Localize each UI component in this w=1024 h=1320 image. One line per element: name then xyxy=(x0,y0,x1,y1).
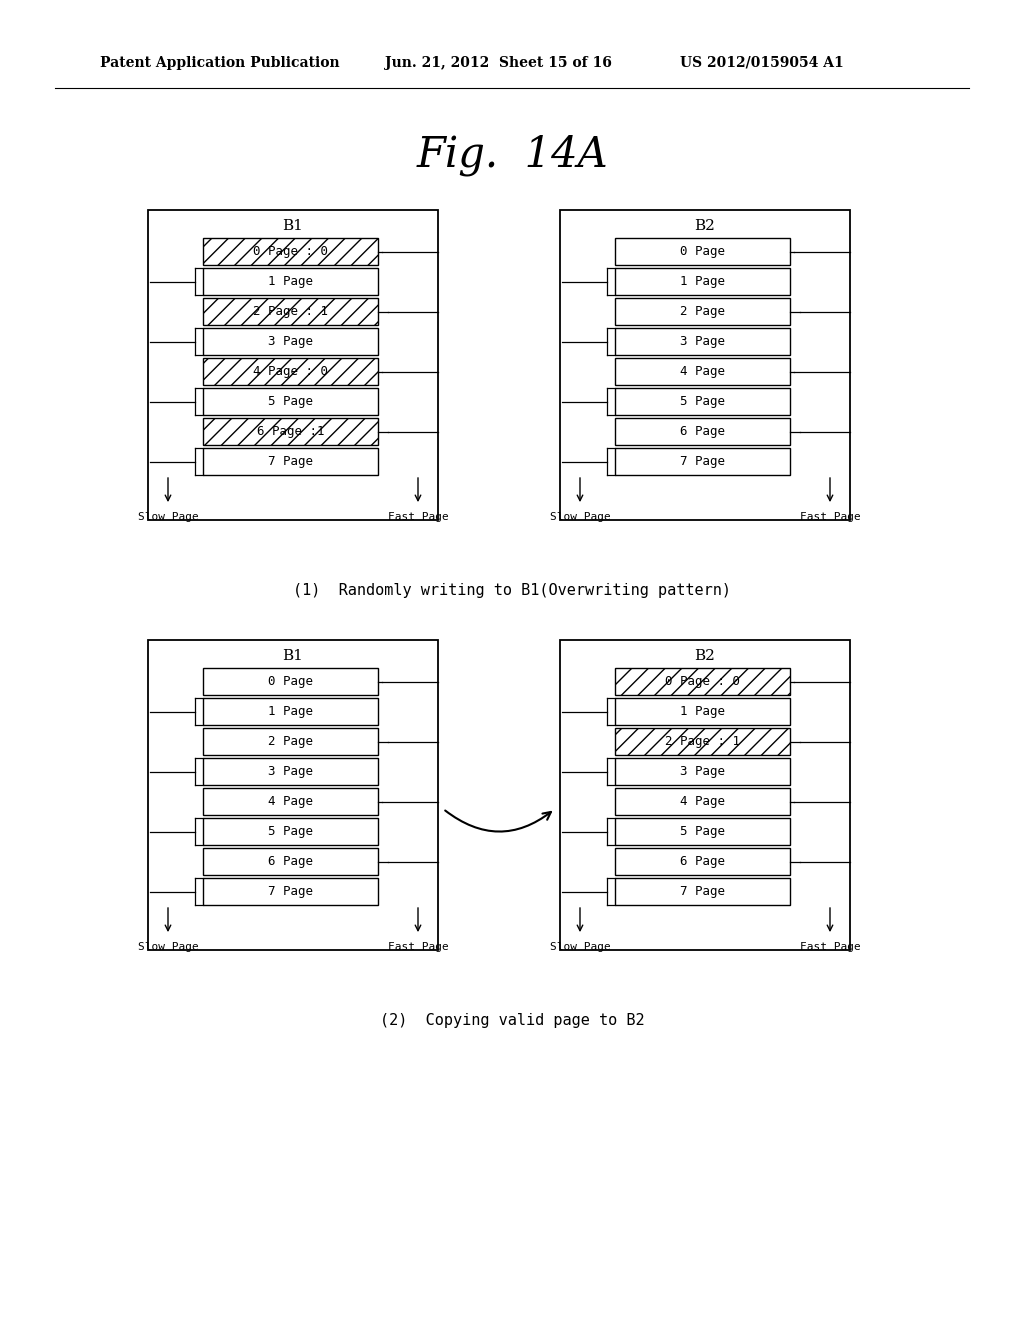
Bar xyxy=(615,447,790,475)
Bar xyxy=(615,298,790,325)
Bar xyxy=(203,358,378,385)
Text: Fast Page: Fast Page xyxy=(388,942,449,952)
Bar xyxy=(203,388,378,414)
Text: 0 Page : 0: 0 Page : 0 xyxy=(253,246,328,257)
Text: B1: B1 xyxy=(283,219,303,234)
Text: Fast Page: Fast Page xyxy=(800,512,860,521)
Bar xyxy=(615,418,790,445)
Bar xyxy=(203,818,378,845)
Bar xyxy=(148,640,438,950)
Text: 0 Page : 0: 0 Page : 0 xyxy=(665,675,740,688)
Text: 7 Page: 7 Page xyxy=(268,884,313,898)
Bar xyxy=(615,668,790,696)
Bar xyxy=(615,729,790,755)
Text: (2)  Copying valid page to B2: (2) Copying valid page to B2 xyxy=(380,1012,644,1027)
Text: Slow Page: Slow Page xyxy=(550,512,610,521)
Text: 0 Page: 0 Page xyxy=(680,246,725,257)
Bar xyxy=(615,268,790,294)
Bar xyxy=(203,729,378,755)
Text: 3 Page: 3 Page xyxy=(680,335,725,348)
Bar xyxy=(203,418,378,445)
Bar xyxy=(203,758,378,785)
Bar xyxy=(203,298,378,325)
Text: Fast Page: Fast Page xyxy=(800,942,860,952)
Text: Fast Page: Fast Page xyxy=(388,512,449,521)
Text: 5 Page: 5 Page xyxy=(680,395,725,408)
Bar xyxy=(148,210,438,520)
Text: 2 Page : 1: 2 Page : 1 xyxy=(253,305,328,318)
Bar xyxy=(203,668,378,696)
Text: Slow Page: Slow Page xyxy=(137,512,199,521)
Text: 3 Page: 3 Page xyxy=(680,766,725,777)
Text: 0 Page: 0 Page xyxy=(268,675,313,688)
Text: 4 Page: 4 Page xyxy=(680,366,725,378)
Bar xyxy=(615,818,790,845)
Text: 2 Page: 2 Page xyxy=(268,735,313,748)
Text: Jun. 21, 2012  Sheet 15 of 16: Jun. 21, 2012 Sheet 15 of 16 xyxy=(385,55,612,70)
Bar xyxy=(615,698,790,725)
Text: 1 Page: 1 Page xyxy=(680,705,725,718)
Bar xyxy=(615,847,790,875)
Text: Slow Page: Slow Page xyxy=(137,942,199,952)
Bar xyxy=(615,238,790,265)
Text: 5 Page: 5 Page xyxy=(268,825,313,838)
Text: 1 Page: 1 Page xyxy=(680,275,725,288)
Text: Slow Page: Slow Page xyxy=(550,942,610,952)
Bar xyxy=(615,878,790,906)
Bar xyxy=(203,847,378,875)
Text: US 2012/0159054 A1: US 2012/0159054 A1 xyxy=(680,55,844,70)
Text: Patent Application Publication: Patent Application Publication xyxy=(100,55,340,70)
FancyArrowPatch shape xyxy=(445,810,551,832)
Text: 7 Page: 7 Page xyxy=(680,884,725,898)
Bar xyxy=(615,758,790,785)
Text: B2: B2 xyxy=(694,649,716,663)
Bar xyxy=(615,788,790,814)
Bar xyxy=(560,210,850,520)
Text: B1: B1 xyxy=(283,649,303,663)
Text: 4 Page: 4 Page xyxy=(268,795,313,808)
Bar xyxy=(203,327,378,355)
Bar xyxy=(203,788,378,814)
Bar xyxy=(615,358,790,385)
Text: 7 Page: 7 Page xyxy=(680,455,725,469)
Text: 6 Page: 6 Page xyxy=(268,855,313,869)
Text: 6 Page: 6 Page xyxy=(680,425,725,438)
Bar xyxy=(203,698,378,725)
Text: 2 Page: 2 Page xyxy=(680,305,725,318)
Text: 4 Page: 4 Page xyxy=(680,795,725,808)
Text: 6 Page: 6 Page xyxy=(680,855,725,869)
Bar xyxy=(203,878,378,906)
Text: 4 Page : 0: 4 Page : 0 xyxy=(253,366,328,378)
Text: 5 Page: 5 Page xyxy=(680,825,725,838)
Text: 3 Page: 3 Page xyxy=(268,766,313,777)
Bar xyxy=(203,447,378,475)
Bar xyxy=(615,327,790,355)
Bar xyxy=(203,238,378,265)
Bar xyxy=(615,388,790,414)
Text: Fig.  14A: Fig. 14A xyxy=(416,135,608,176)
Bar xyxy=(203,268,378,294)
Bar xyxy=(560,640,850,950)
Text: 7 Page: 7 Page xyxy=(268,455,313,469)
Text: (1)  Randomly writing to B1(Overwriting pattern): (1) Randomly writing to B1(Overwriting p… xyxy=(293,582,731,598)
Text: 1 Page: 1 Page xyxy=(268,705,313,718)
Text: 6 Page :1: 6 Page :1 xyxy=(257,425,325,438)
Text: 2 Page : 1: 2 Page : 1 xyxy=(665,735,740,748)
Text: B2: B2 xyxy=(694,219,716,234)
Text: 5 Page: 5 Page xyxy=(268,395,313,408)
Text: 1 Page: 1 Page xyxy=(268,275,313,288)
Text: 3 Page: 3 Page xyxy=(268,335,313,348)
